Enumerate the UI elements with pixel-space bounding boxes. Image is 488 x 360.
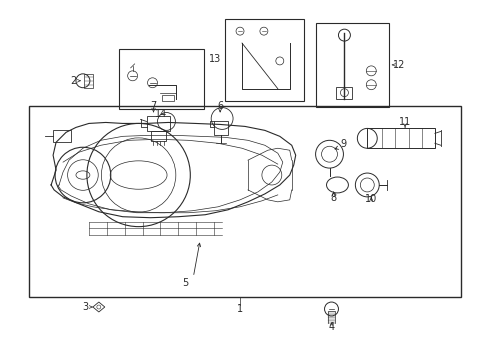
Bar bbox=[336, 87, 352, 99]
Text: 11: 11 bbox=[398, 117, 410, 127]
Bar bbox=[29, 105, 460, 297]
Bar bbox=[53, 130, 71, 142]
Bar bbox=[84, 74, 93, 88]
Text: 4: 4 bbox=[328, 322, 334, 332]
Bar bbox=[315, 23, 388, 107]
Text: 9: 9 bbox=[340, 139, 346, 149]
Text: 2: 2 bbox=[70, 76, 76, 86]
Bar bbox=[119, 49, 204, 109]
Text: 8: 8 bbox=[330, 193, 336, 203]
Text: 12: 12 bbox=[392, 60, 405, 70]
Text: 3: 3 bbox=[81, 302, 88, 312]
Bar bbox=[214, 121, 227, 135]
Text: 10: 10 bbox=[365, 194, 377, 204]
Bar bbox=[150, 131, 166, 141]
Text: 5: 5 bbox=[182, 278, 188, 288]
Text: 13: 13 bbox=[208, 54, 221, 64]
Text: 6: 6 bbox=[217, 100, 223, 111]
Text: 7: 7 bbox=[150, 100, 156, 111]
Bar bbox=[224, 19, 303, 100]
Bar bbox=[146, 116, 170, 131]
Text: 1: 1 bbox=[237, 304, 243, 314]
Text: 14: 14 bbox=[155, 108, 167, 118]
Bar bbox=[366, 129, 434, 148]
Bar bbox=[162, 95, 174, 100]
